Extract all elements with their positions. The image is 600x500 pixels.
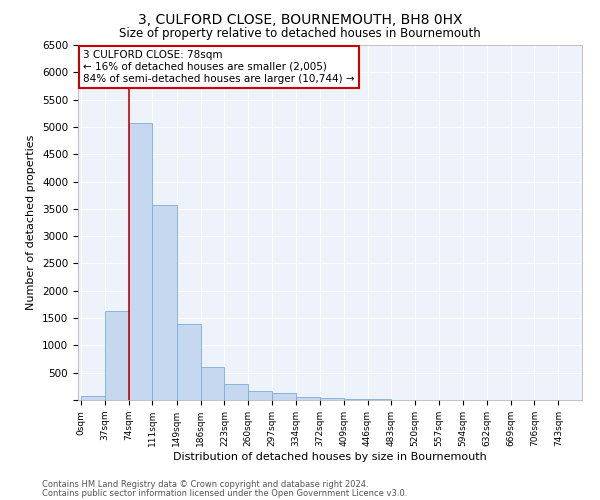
Bar bbox=[224, 384, 248, 400]
Bar bbox=[152, 205, 177, 400]
Bar bbox=[272, 394, 296, 400]
Text: 3 CULFORD CLOSE: 78sqm
← 16% of detached houses are smaller (2,005)
84% of semi-: 3 CULFORD CLOSE: 78sqm ← 16% of detached… bbox=[83, 50, 355, 84]
X-axis label: Distribution of detached houses by size in Bournemouth: Distribution of detached houses by size … bbox=[173, 452, 487, 462]
Bar bbox=[296, 398, 320, 400]
Bar bbox=[177, 324, 200, 400]
Bar bbox=[200, 367, 224, 400]
Bar bbox=[105, 311, 129, 400]
Bar bbox=[248, 392, 272, 400]
Text: Contains public sector information licensed under the Open Government Licence v3: Contains public sector information licen… bbox=[42, 488, 407, 498]
Text: Size of property relative to detached houses in Bournemouth: Size of property relative to detached ho… bbox=[119, 28, 481, 40]
Text: Contains HM Land Registry data © Crown copyright and database right 2024.: Contains HM Land Registry data © Crown c… bbox=[42, 480, 368, 489]
Bar bbox=[320, 398, 344, 400]
Bar bbox=[344, 399, 368, 400]
Text: 3, CULFORD CLOSE, BOURNEMOUTH, BH8 0HX: 3, CULFORD CLOSE, BOURNEMOUTH, BH8 0HX bbox=[138, 12, 462, 26]
Y-axis label: Number of detached properties: Number of detached properties bbox=[26, 135, 37, 310]
Bar bbox=[129, 123, 152, 400]
Bar bbox=[81, 396, 105, 400]
